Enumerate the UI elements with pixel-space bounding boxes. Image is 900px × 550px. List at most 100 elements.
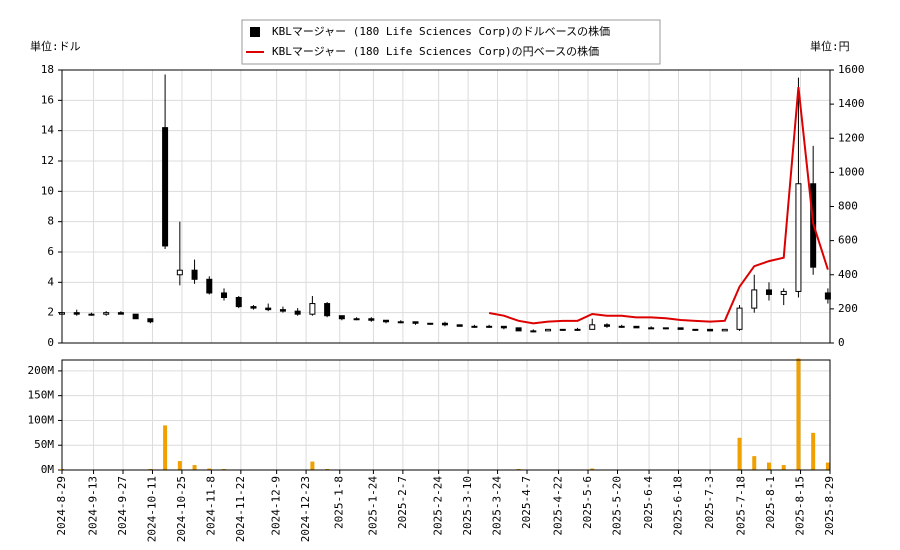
candle-body (662, 327, 669, 330)
candle-body (88, 313, 95, 316)
y-tick-label: 100M (28, 413, 55, 426)
candle-body (751, 289, 758, 309)
y2-tick-label: 1200 (838, 131, 865, 144)
candle-body (692, 328, 699, 331)
x-tick-label: 2025-8-15 (794, 476, 807, 536)
y-tick-label: 150M (28, 389, 55, 402)
y-tick-label: 0M (41, 463, 55, 476)
volume-bar (825, 462, 830, 470)
candle-body (795, 183, 802, 292)
candle-body (471, 325, 478, 328)
y2-tick-label: 1000 (838, 165, 865, 178)
volume-bar (781, 465, 786, 470)
volume-bar (811, 432, 816, 470)
y-tick-label: 8 (47, 215, 54, 228)
candle-body (397, 321, 404, 324)
x-tick-label: 2025-6-4 (642, 476, 655, 529)
x-tick-label: 2024-12-9 (270, 476, 283, 536)
candle-body (559, 328, 566, 331)
x-tick-label: 2025-4-22 (552, 476, 565, 536)
candle-body (338, 315, 345, 320)
candle-body (677, 327, 684, 330)
legend-swatch (250, 27, 260, 37)
x-tick-label: 2025-4-7 (520, 476, 533, 529)
volume-bar (177, 461, 182, 470)
candle-body (279, 309, 286, 312)
x-tick-label: 2025-2-7 (396, 476, 409, 529)
volume-bar (766, 462, 771, 470)
x-tick-label: 2025-3-24 (491, 476, 504, 536)
candle-body (103, 312, 110, 315)
candle-body (441, 322, 448, 326)
candle-body (603, 324, 610, 327)
y-tick-label: 14 (41, 124, 55, 137)
y-tick-label: 50M (34, 438, 54, 451)
candle-body (456, 324, 463, 327)
candle-body (309, 303, 316, 315)
y-axis-unit: 単位:ドル (30, 39, 81, 53)
candle-body (648, 327, 655, 330)
plot-frame (61, 69, 831, 344)
candle-body (265, 307, 272, 311)
y-tick-label: 10 (41, 184, 54, 197)
x-tick-label: 2025-5-20 (610, 476, 623, 536)
y-tick-label: 16 (41, 93, 54, 106)
y-tick-label: 6 (47, 245, 54, 258)
candle-body (721, 328, 728, 332)
volume-bar (796, 358, 801, 470)
candle-body (500, 325, 507, 329)
x-tick-label: 2024-8-29 (55, 476, 68, 536)
candle-body (353, 318, 360, 321)
candle-body (633, 325, 640, 329)
candle-body (412, 321, 419, 324)
plot-frame (61, 359, 831, 471)
candle-body (545, 328, 552, 332)
candle-body (117, 312, 124, 315)
candle-body (73, 312, 80, 315)
volume-bar (207, 468, 212, 470)
y-tick-label: 2 (47, 306, 54, 319)
candle-body (221, 292, 228, 299)
candle-body (780, 290, 787, 295)
x-tick-label: 2025-1-8 (333, 476, 346, 529)
x-tick-label: 2024-10-25 (175, 476, 188, 542)
volume-bar (192, 465, 197, 470)
candle-body (383, 319, 390, 323)
candle-body (486, 325, 493, 328)
x-tick-label: 2024-10-11 (145, 476, 158, 542)
candle-body (176, 269, 183, 276)
volume-bar (163, 425, 168, 470)
candle-body (574, 328, 581, 331)
x-tick-label: 2025-3-10 (461, 476, 474, 536)
volume-bar (752, 456, 757, 470)
candle-body (132, 313, 139, 320)
x-tick-label: 2025-6-18 (672, 476, 685, 536)
candle-body (427, 322, 434, 325)
y2-tick-label: 400 (838, 268, 858, 281)
legend-box (241, 19, 661, 65)
x-tick-label: 2025-7-18 (735, 476, 748, 536)
candle-body (147, 318, 154, 323)
y2-tick-label: 200 (838, 302, 858, 315)
x-tick-label: 2024-12-23 (299, 476, 312, 542)
y2-tick-label: 0 (838, 336, 845, 349)
candle-body (294, 310, 301, 315)
x-tick-label: 2025-7-3 (703, 476, 716, 529)
candle-body (324, 303, 331, 317)
candle-body (206, 278, 213, 294)
legend-label: KBLマージャー (180 Life Sciences Corp)のドルベースの… (272, 24, 610, 38)
candle-body (589, 324, 596, 330)
x-tick-label: 2024-9-27 (116, 476, 129, 536)
legend-label: KBLマージャー (180 Life Sciences Corp)の円ベースの株… (272, 44, 599, 58)
y2-tick-label: 1600 (838, 63, 865, 76)
x-tick-label: 2024-9-13 (87, 476, 100, 536)
candle-body (191, 269, 198, 280)
candle-body (250, 306, 257, 309)
x-tick-label: 2025-1-24 (366, 476, 379, 536)
candle-body (765, 289, 772, 295)
volume-bar (737, 437, 742, 470)
candle-body (618, 325, 625, 328)
x-tick-label: 2025-5-6 (581, 476, 594, 529)
price-line (488, 86, 829, 325)
